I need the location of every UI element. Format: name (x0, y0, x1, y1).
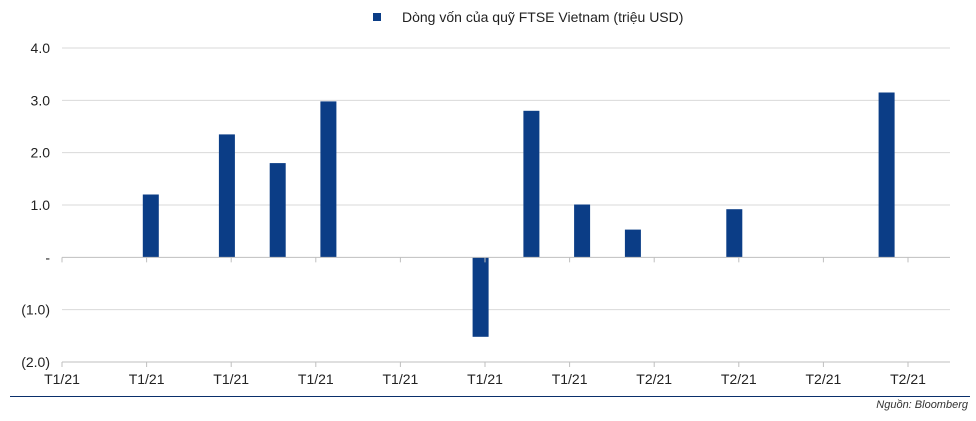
bar (320, 101, 337, 258)
bar (142, 194, 159, 258)
y-tick-label: (1.0) (21, 302, 50, 318)
bar (218, 134, 235, 258)
y-tick-label: (2.0) (21, 354, 50, 370)
source-note: Nguồn: Bloomberg (876, 399, 968, 411)
legend: Dòng vốn của quỹ FTSE Vietnam (triệu USD… (373, 9, 683, 25)
bar (523, 110, 540, 258)
bar (878, 92, 895, 258)
y-tick-label: 1.0 (31, 197, 51, 213)
x-tick-label: T1/21 (213, 371, 249, 387)
x-axis: T1/21 T1/21 T1/21 T1/21 T1/21 T1/21 T1/21 T2/21… (44, 256, 950, 387)
x-tick-label: T1/21 (382, 371, 418, 387)
legend-label: Dòng vốn của quỹ FTSE Vietnam (triệu USD… (402, 9, 683, 25)
x-tick-label: T1/21 (129, 371, 165, 387)
bottom-rule (10, 396, 970, 397)
bar (269, 163, 286, 258)
x-tick-label: T2/21 (636, 371, 672, 387)
y-tick-label: 3.0 (31, 92, 51, 108)
x-tick-label: T2/21 (805, 371, 841, 387)
bar (624, 229, 641, 258)
x-tick-label: T1/21 (467, 371, 503, 387)
y-tick-label: - (45, 249, 50, 265)
y-axis-ticks: 4.0 3.0 2.0 1.0 - (1.0) (2.0) (21, 40, 50, 370)
bar (726, 209, 743, 258)
gridlines (62, 47, 950, 311)
bar (472, 257, 489, 337)
bars (142, 92, 895, 337)
x-tick-label: T2/21 (890, 371, 926, 387)
x-tick-label: T1/21 (298, 371, 334, 387)
bar (574, 204, 591, 258)
y-tick-label: 4.0 (31, 40, 51, 56)
y-tick-label: 2.0 (31, 145, 51, 161)
x-tick-label: T1/21 (44, 371, 80, 387)
x-tick-label: T2/21 (721, 371, 757, 387)
legend-swatch (373, 13, 381, 21)
x-tick-label: T1/21 (552, 371, 588, 387)
